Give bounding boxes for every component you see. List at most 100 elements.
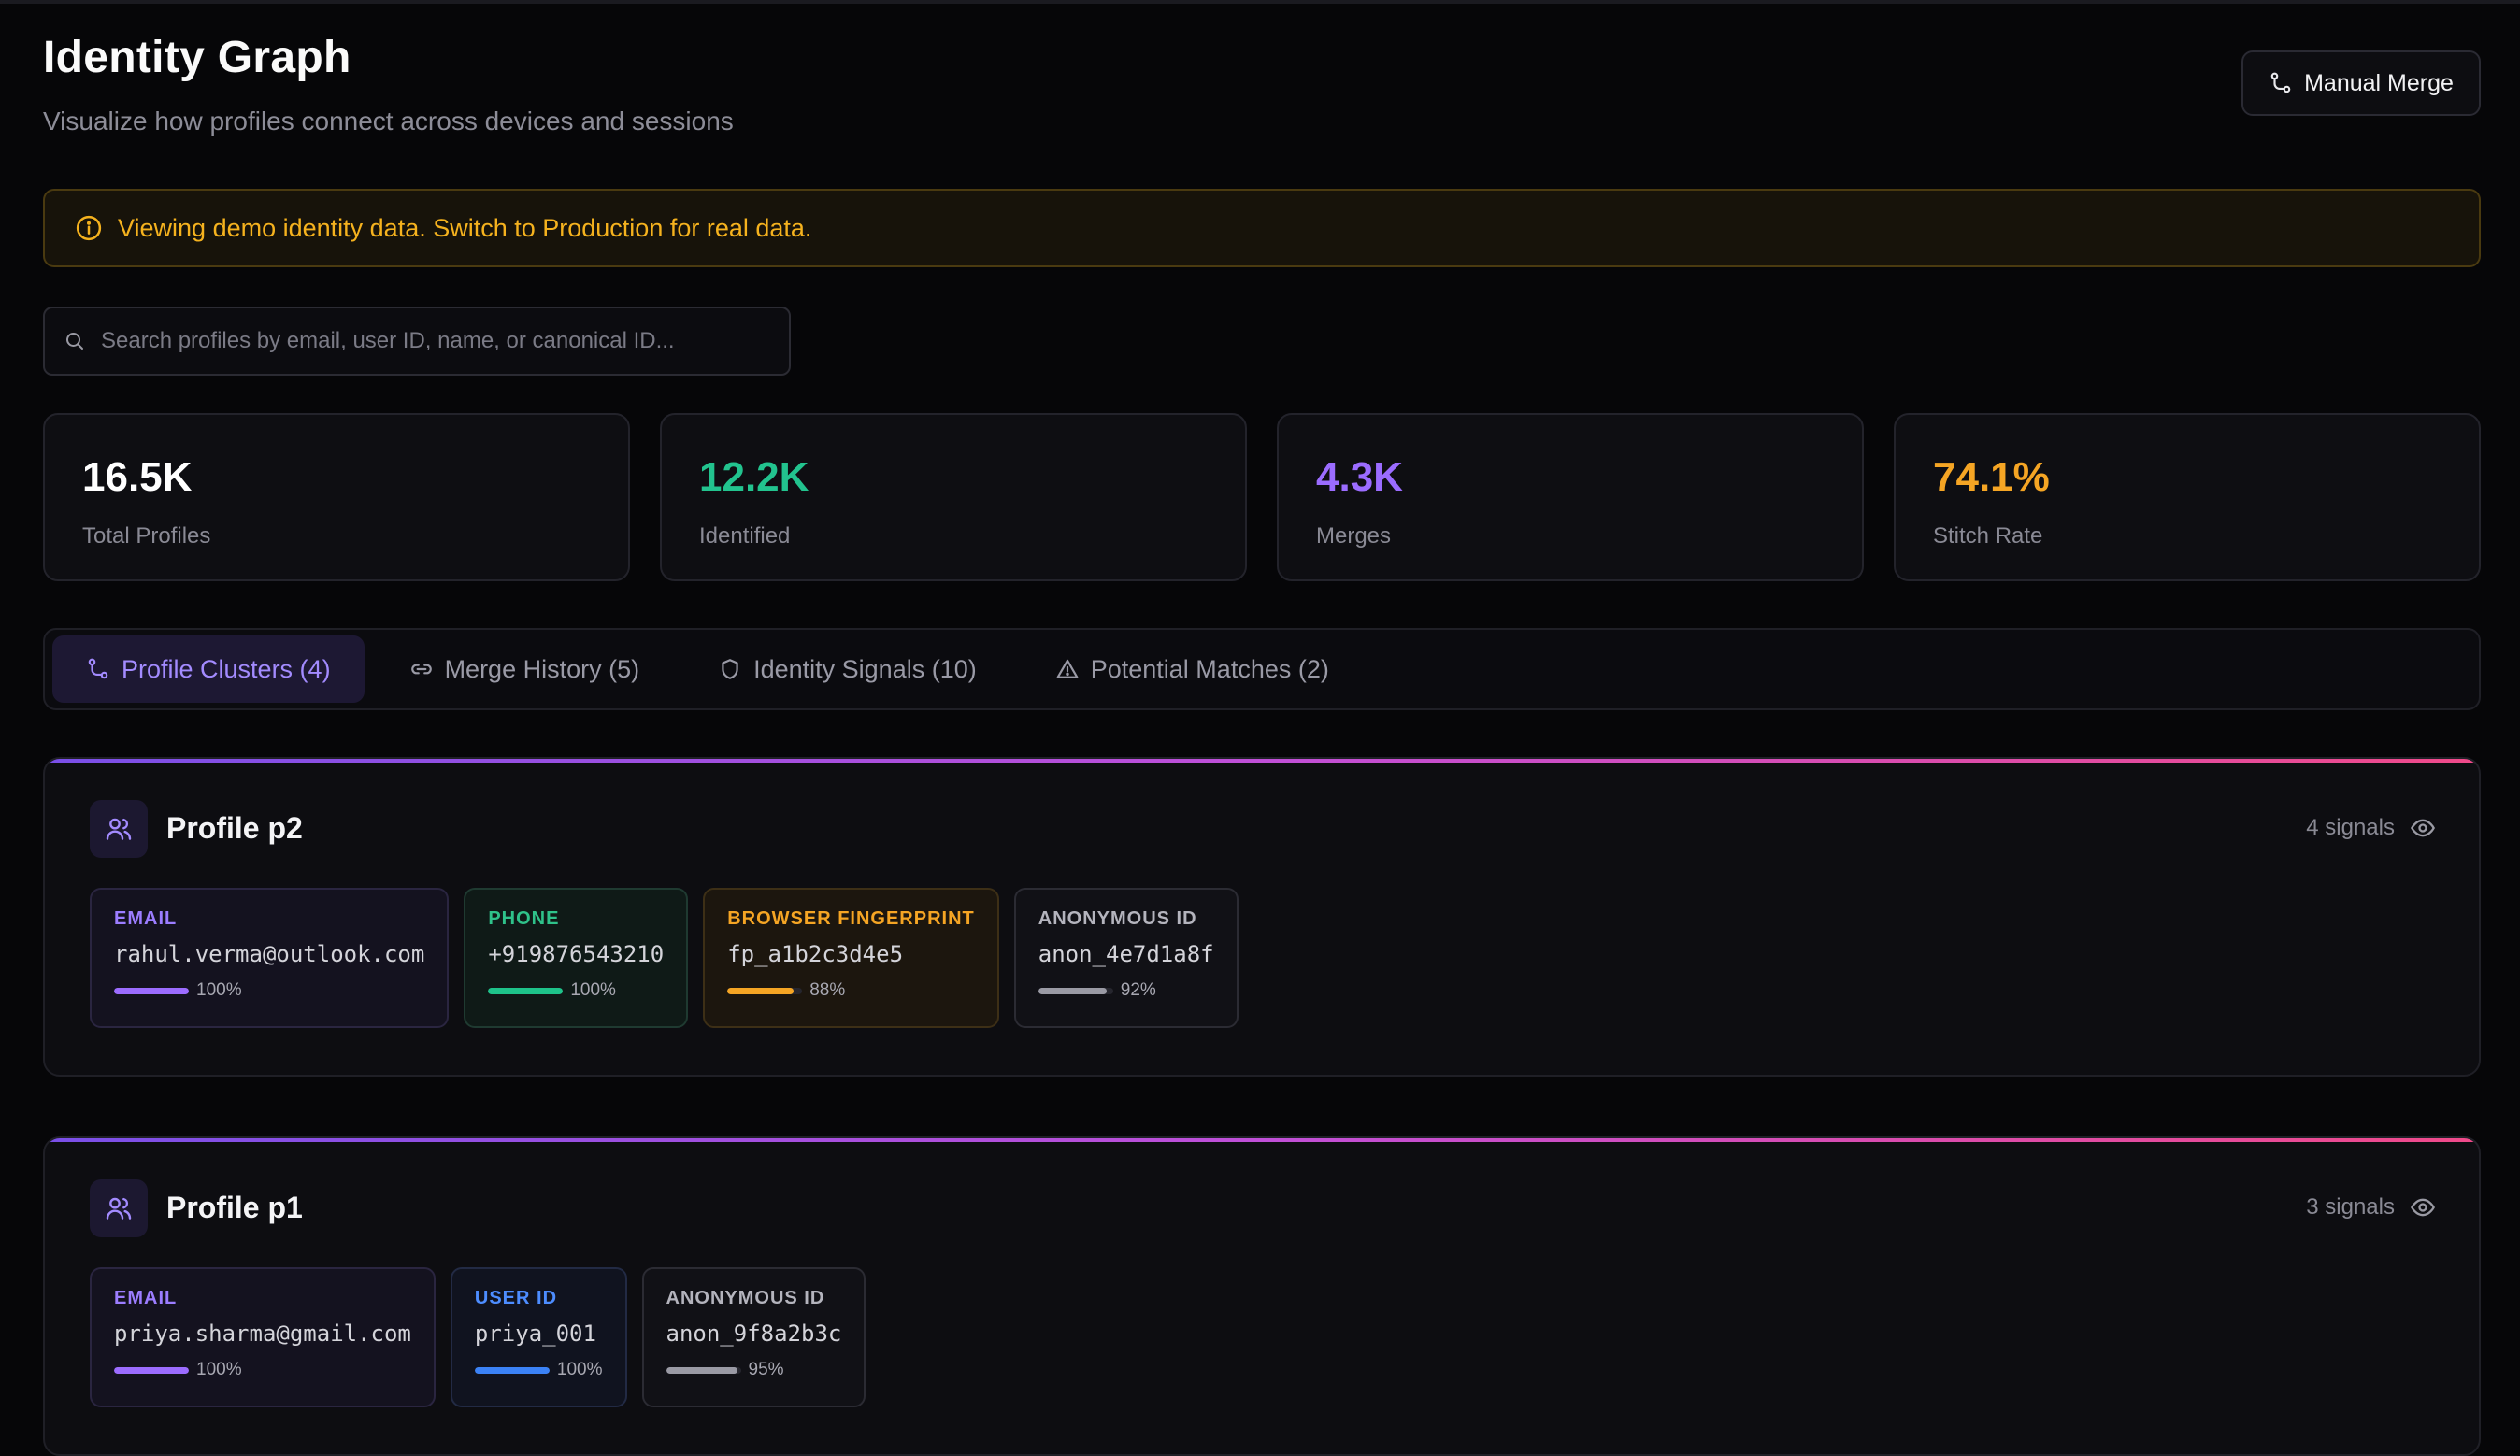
confidence-bar: 100% (114, 980, 424, 1001)
signals-label: 3 signals (2306, 1194, 2395, 1220)
search-icon (66, 333, 83, 350)
eye-icon[interactable] (2410, 1194, 2436, 1220)
confidence-fill (666, 1366, 737, 1374)
signal-type: ANONYMOUS ID (666, 1288, 825, 1308)
signal-type: USER ID (474, 1288, 558, 1308)
signals-count: 4 signals (2306, 815, 2436, 841)
signal-chip-browser-fingerprint[interactable]: BROWSER FINGERPRINT fp_a1b2c3d4e5 88% (703, 888, 999, 1028)
confidence-bar: 100% (474, 1360, 603, 1380)
warning-icon (1056, 659, 1079, 678)
signal-chip-phone[interactable]: PHONE +919876543210 100% (464, 888, 689, 1028)
signal-value: fp_a1b2c3d4e5 (727, 941, 904, 967)
card-accent-bar (45, 759, 2479, 763)
signal-chip-email[interactable]: EMAIL rahul.verma@outlook.com 100% (90, 888, 450, 1028)
stat-total-profiles: 16.5K Total Profiles (43, 413, 630, 581)
link-icon (410, 664, 432, 675)
top-border (0, 0, 2520, 4)
stat-merges: 4.3K Merges (1277, 413, 1864, 581)
signal-type: PHONE (488, 908, 560, 929)
confidence-track (1038, 987, 1113, 994)
signal-value: rahul.verma@outlook.com (114, 941, 425, 967)
tab-identity-signals[interactable]: Identity Signals (10) (684, 635, 1010, 703)
manual-merge-button[interactable]: Manual Merge (2241, 50, 2481, 116)
confidence-percent: 92% (1120, 980, 1156, 1000)
signals-label: 4 signals (2306, 815, 2395, 840)
confidence-fill (488, 987, 564, 994)
confidence-track (666, 1366, 741, 1374)
signal-type: EMAIL (114, 1288, 178, 1308)
confidence-bar: 88% (727, 980, 975, 1001)
search-input[interactable] (101, 328, 755, 354)
manual-merge-label: Manual Merge (2304, 69, 2454, 96)
signal-value: priya.sharma@gmail.com (114, 1320, 411, 1347)
stat-identified: 12.2K Identified (660, 413, 1247, 581)
tab-bar: Profile Clusters (4) Merge History (5) I… (43, 628, 2481, 710)
confidence-bar: 100% (114, 1360, 411, 1380)
confidence-track (474, 1366, 550, 1374)
signal-chip-anonymous-id[interactable]: ANONYMOUS ID anon_4e7d1a8f 92% (1013, 888, 1239, 1028)
confidence-bar: 95% (666, 1360, 842, 1380)
stat-label: Total Profiles (82, 523, 211, 549)
stat-label: Merges (1316, 523, 1392, 549)
shield-icon (722, 659, 738, 679)
demo-data-banner: Viewing demo identity data. Switch to Pr… (43, 189, 2481, 267)
confidence-percent: 88% (809, 980, 846, 1000)
page-subtitle: Visualize how profiles connect across de… (43, 107, 734, 136)
confidence-bar: 92% (1038, 980, 1214, 1001)
tab-label: Merge History (5) (444, 654, 640, 683)
confidence-percent: 100% (196, 980, 242, 1000)
tab-potential-matches[interactable]: Potential Matches (2) (1022, 635, 1363, 703)
page-title: Identity Graph (43, 33, 351, 82)
avatar (90, 1179, 148, 1237)
card-accent-bar (45, 1138, 2479, 1142)
confidence-percent: 100% (196, 1360, 242, 1379)
signal-chips: EMAIL rahul.verma@outlook.com 100% PHONE… (90, 888, 1239, 1028)
signal-value: anon_9f8a2b3c (666, 1320, 842, 1347)
signal-value: anon_4e7d1a8f (1038, 941, 1214, 967)
confidence-fill (1038, 987, 1108, 994)
stat-value: 74.1% (1933, 454, 2050, 500)
tab-merge-history[interactable]: Merge History (5) (376, 635, 674, 703)
stat-value: 4.3K (1316, 454, 1403, 500)
confidence-percent: 95% (748, 1360, 784, 1379)
confidence-track (727, 987, 803, 994)
signals-count: 3 signals (2306, 1194, 2436, 1220)
confidence-track (114, 1366, 189, 1374)
confidence-fill (114, 1366, 189, 1374)
stats-row: 16.5K Total Profiles 12.2K Identified 4.… (43, 413, 2481, 581)
stat-value: 12.2K (699, 454, 809, 500)
profile-name: Profile p2 (166, 811, 303, 845)
confidence-percent: 100% (556, 1360, 603, 1379)
confidence-track (488, 987, 564, 994)
signal-type: BROWSER FINGERPRINT (727, 908, 975, 929)
branch-icon (2270, 72, 2291, 93)
tab-label: Profile Clusters (4) (122, 654, 331, 683)
banner-text: Viewing demo identity data. Switch to Pr… (118, 213, 812, 242)
stat-label: Stitch Rate (1933, 523, 2043, 549)
signal-chip-user-id[interactable]: USER ID priya_001 100% (450, 1267, 627, 1407)
signal-value: +919876543210 (488, 941, 665, 967)
avatar (90, 800, 148, 858)
users-icon (106, 1197, 132, 1220)
signal-chip-anonymous-id[interactable]: ANONYMOUS ID anon_9f8a2b3c 95% (641, 1267, 866, 1407)
confidence-fill (727, 987, 794, 994)
tab-label: Potential Matches (2) (1090, 654, 1329, 683)
stat-value: 16.5K (82, 454, 193, 500)
signal-chip-email[interactable]: EMAIL priya.sharma@gmail.com 100% (90, 1267, 436, 1407)
signal-type: EMAIL (114, 908, 178, 929)
signal-type: ANONYMOUS ID (1038, 908, 1197, 929)
stat-label: Identified (699, 523, 791, 549)
confidence-fill (114, 987, 189, 994)
tab-profile-clusters[interactable]: Profile Clusters (4) (52, 635, 365, 703)
confidence-percent: 100% (570, 980, 616, 1000)
signal-chips: EMAIL priya.sharma@gmail.com 100% USER I… (90, 1267, 866, 1407)
confidence-fill (474, 1366, 550, 1374)
profile-search[interactable] (43, 307, 791, 376)
profile-name: Profile p1 (166, 1191, 303, 1224)
profile-card: Profile p1 3 signals EMAIL priya.sharma@… (43, 1136, 2481, 1456)
users-icon (106, 818, 132, 840)
tab-label: Identity Signals (10) (753, 654, 977, 683)
profile-card: Profile p2 4 signals EMAIL rahul.verma@o… (43, 757, 2481, 1077)
eye-icon[interactable] (2410, 815, 2436, 841)
branch-icon (88, 658, 108, 679)
